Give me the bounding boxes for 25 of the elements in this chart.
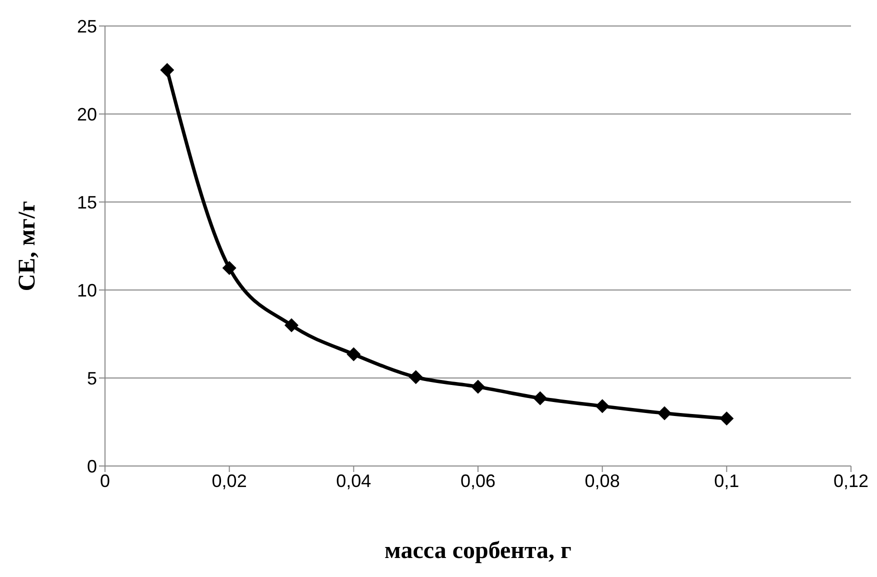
x-tick-label: 0: [100, 470, 110, 491]
point: [346, 347, 361, 362]
point: [160, 63, 174, 77]
point: [471, 380, 485, 394]
point: [284, 318, 298, 332]
point: [595, 399, 610, 414]
point: [658, 406, 672, 420]
point: [408, 370, 423, 384]
point: [720, 411, 734, 426]
y-tick-label: 0: [86, 456, 97, 476]
x-tick-label: 0,08: [584, 470, 620, 491]
y-tick-label: 5: [86, 368, 97, 388]
y-tick-label: 25: [76, 16, 97, 36]
x-tick-label: 0,12: [833, 470, 869, 491]
point: [222, 261, 236, 275]
point: [533, 391, 548, 406]
y-axis-title: CE, мг/г: [14, 200, 41, 292]
x-tick-label: 0,1: [714, 470, 740, 491]
x-tick-label: 0,06: [460, 470, 496, 491]
y-tick-label: 20: [76, 104, 97, 124]
x-axis-title: масса сорбента, г: [384, 538, 572, 564]
x-tick-label: 0,04: [336, 470, 372, 491]
x-tick-label: 0,02: [212, 470, 247, 491]
y-tick-label: 15: [76, 192, 97, 212]
y-tick-label: 10: [76, 280, 97, 300]
